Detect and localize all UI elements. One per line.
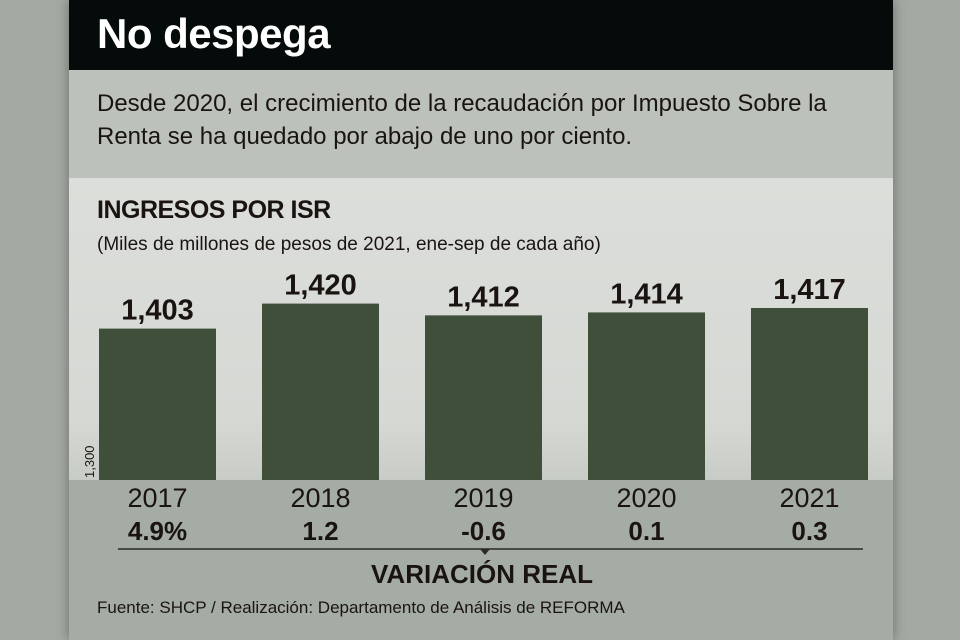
x-tick-label: 2019 bbox=[453, 483, 513, 513]
bar-2018 bbox=[262, 303, 379, 480]
bar-value-label: 1,417 bbox=[773, 274, 846, 306]
divider-pointer bbox=[480, 549, 490, 555]
page-title: No despega bbox=[97, 10, 331, 57]
variation-value: -0.6 bbox=[461, 516, 506, 546]
bar-2019 bbox=[425, 315, 542, 480]
variation-label: VARIACIÓN REAL bbox=[371, 559, 593, 589]
x-tick-label: 2020 bbox=[616, 483, 676, 513]
bar-value-label: 1,414 bbox=[610, 278, 683, 310]
variation-value: 0.1 bbox=[628, 516, 664, 546]
bottom-band: Fuente: SHCP / Realización: Departamento… bbox=[69, 480, 893, 640]
bar-value-label: 1,412 bbox=[447, 281, 520, 313]
bar-2020 bbox=[588, 312, 705, 480]
variation-value: 0.3 bbox=[791, 516, 827, 546]
subtitle-text: Desde 2020, el crecimiento de la recauda… bbox=[97, 90, 827, 150]
y-base-label: 1,300 bbox=[82, 445, 97, 478]
header-bar: No despega bbox=[69, 0, 893, 70]
chart-unit-note: (Miles de millones de pesos de 2021, ene… bbox=[97, 234, 601, 255]
variation-value: 4.9% bbox=[128, 516, 187, 546]
x-tick-label: 2021 bbox=[779, 483, 839, 513]
x-tick-label: 2018 bbox=[290, 483, 350, 513]
bar-value-label: 1,403 bbox=[121, 295, 194, 327]
bar-2021 bbox=[751, 308, 868, 480]
variation-value: 1.2 bbox=[302, 516, 338, 546]
source-note: Fuente: SHCP / Realización: Departamento… bbox=[97, 598, 625, 617]
bar-value-label: 1,420 bbox=[284, 270, 357, 302]
chart-title: INGRESOS POR ISR bbox=[97, 196, 331, 224]
x-tick-label: 2017 bbox=[127, 483, 187, 513]
bar-2017 bbox=[99, 328, 216, 480]
subtitle-band: Desde 2020, el crecimiento de la recauda… bbox=[69, 70, 893, 178]
infographic-panel: No despega Desde 2020, el crecimiento de… bbox=[69, 0, 893, 640]
